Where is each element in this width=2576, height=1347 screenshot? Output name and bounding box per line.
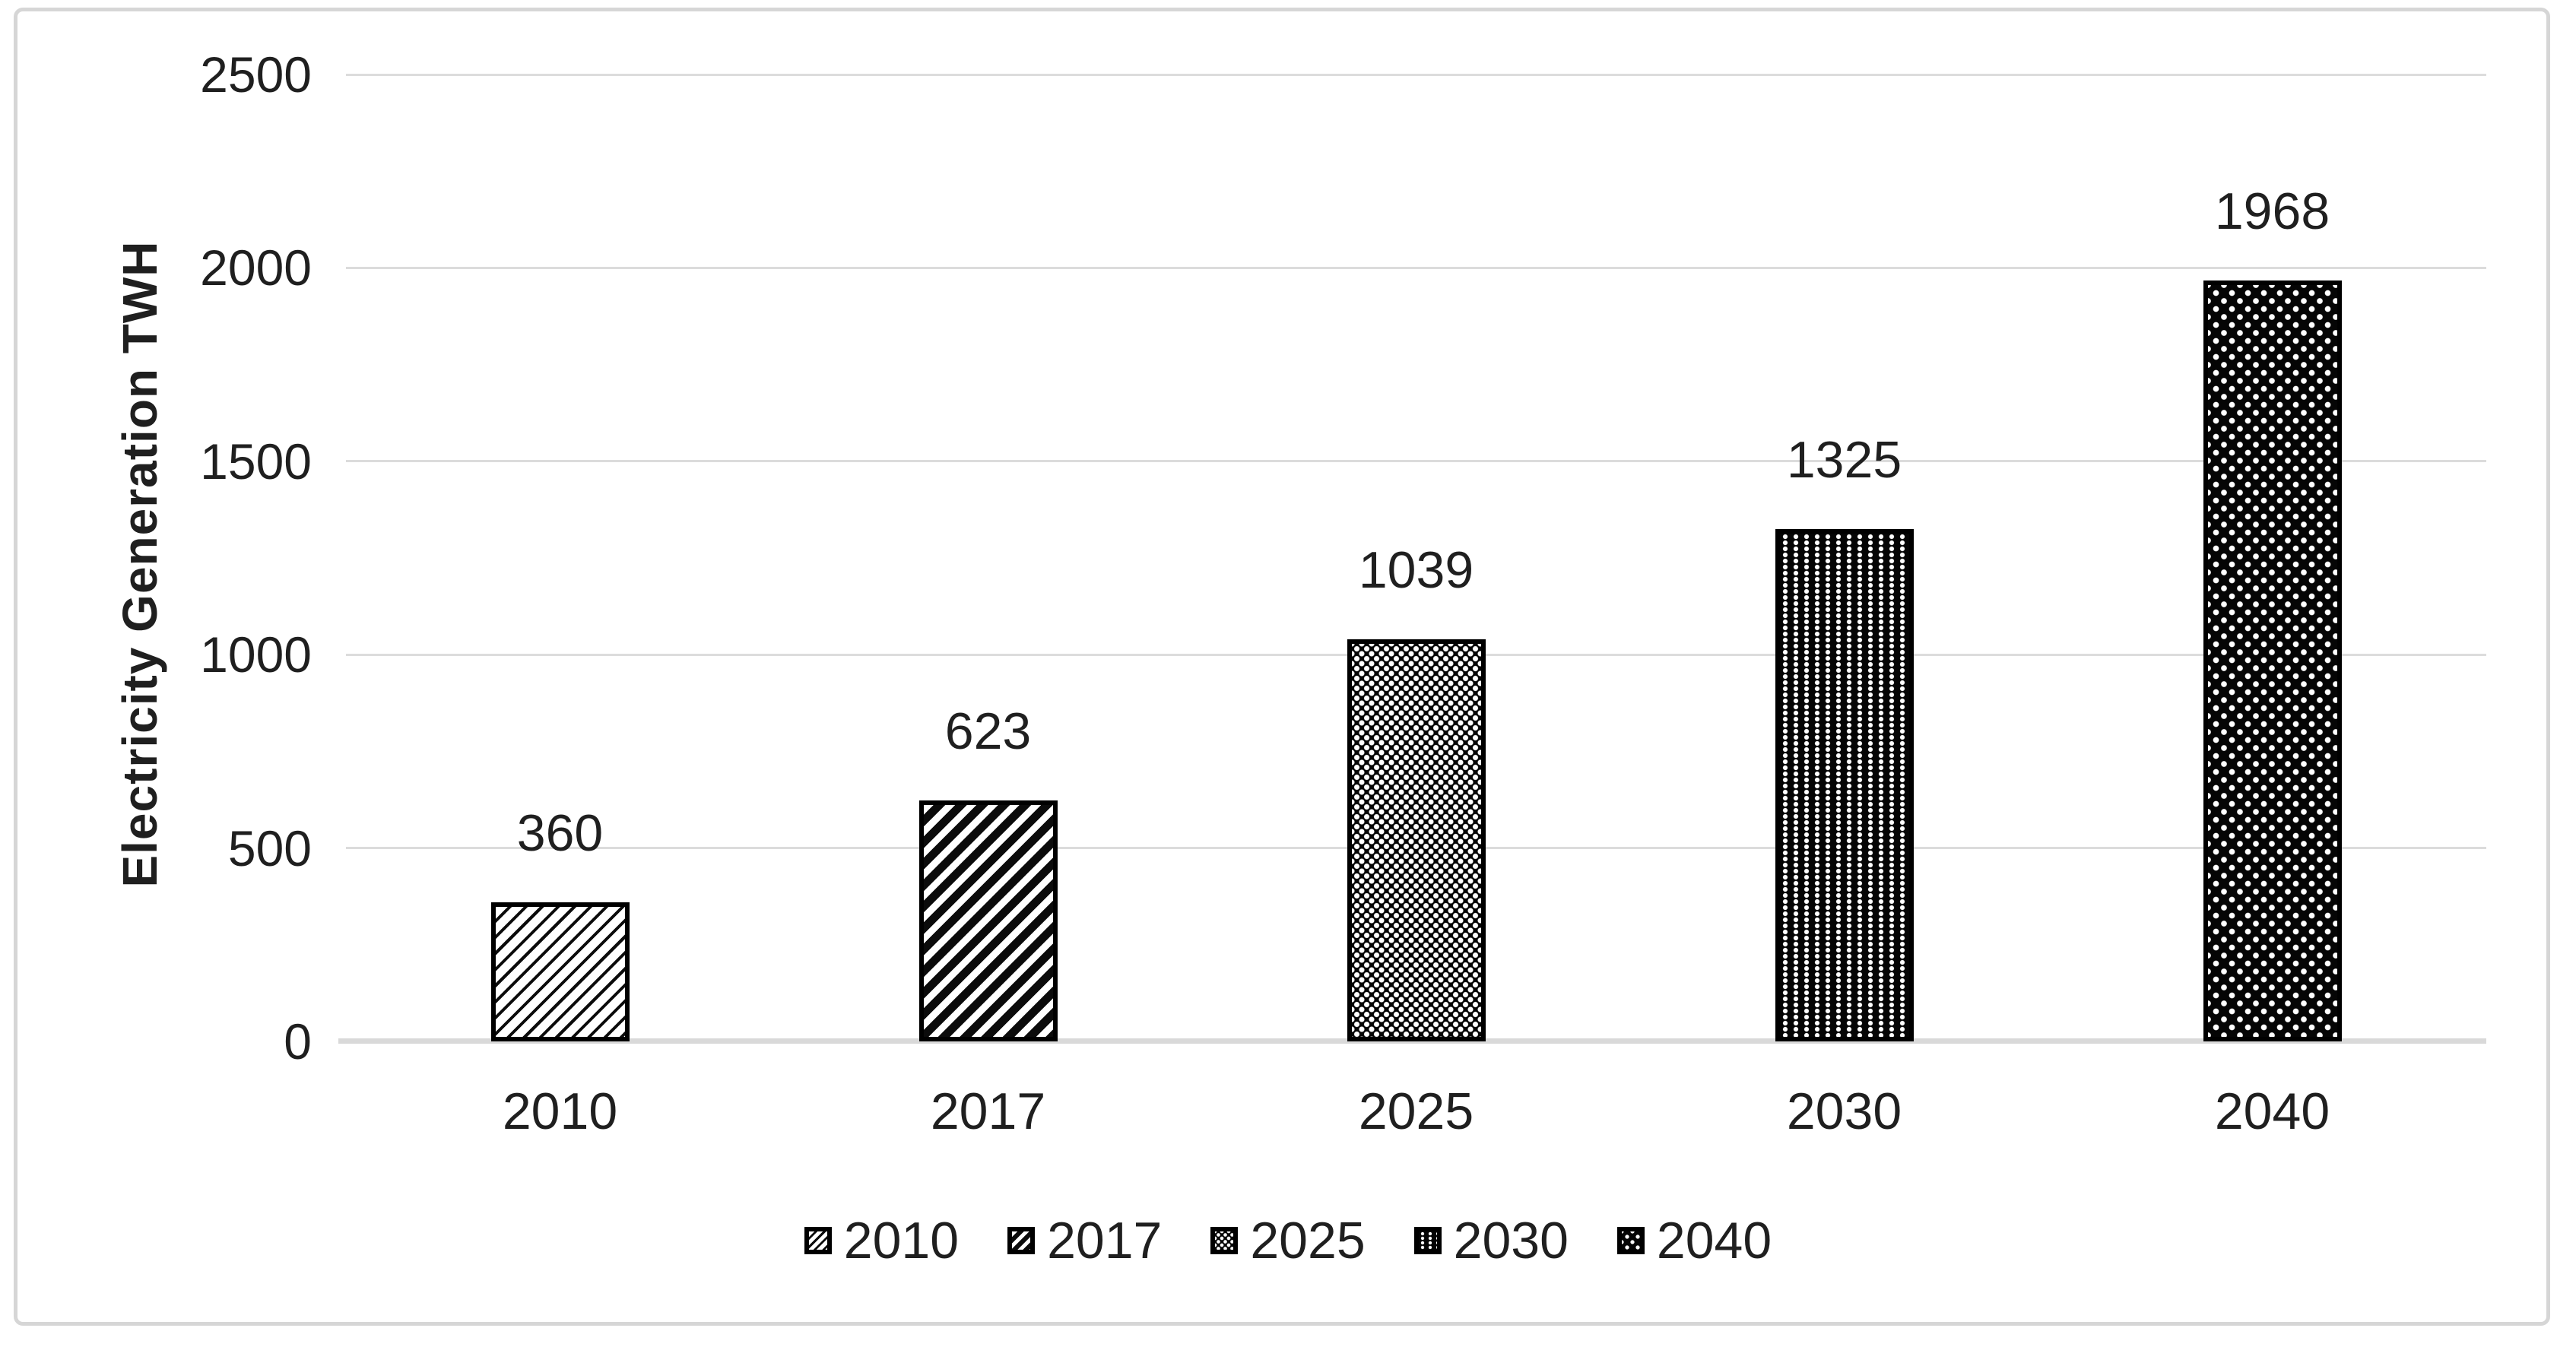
data-label-2010: 360 xyxy=(516,803,604,862)
y-tick-label-0: 0 xyxy=(284,1013,312,1070)
bar-2030 xyxy=(1775,528,1914,1041)
gridline-2000 xyxy=(346,266,2486,269)
x-tick-label-2025: 2025 xyxy=(1358,1082,1474,1140)
bar-2017 xyxy=(918,800,1058,1041)
wide-upward-diagonal-stripes-swatch-icon xyxy=(1007,1227,1036,1254)
y-tick-label-2000: 2000 xyxy=(200,239,312,296)
sparse-diagonal-dots-swatch-icon xyxy=(1616,1227,1645,1254)
light-upward-diagonal-stripes-swatch-icon xyxy=(804,1227,832,1254)
x-tick-label-2040: 2040 xyxy=(2214,1082,2330,1140)
data-label-2025: 1039 xyxy=(1358,541,1474,600)
x-tick-label-2010: 2010 xyxy=(502,1082,618,1140)
legend-label: 2010 xyxy=(843,1212,960,1269)
legend-label: 2025 xyxy=(1250,1212,1366,1269)
y-tick-label-1000: 1000 xyxy=(200,626,312,683)
legend-item-2025: 2025 xyxy=(1210,1212,1366,1269)
bar-2010 xyxy=(490,902,630,1041)
data-label-2017: 623 xyxy=(944,702,1032,761)
y-tick-label-1500: 1500 xyxy=(200,433,312,490)
bar-2025 xyxy=(1347,639,1486,1041)
legend-item-2040: 2040 xyxy=(1616,1212,1772,1269)
x-tick-label-2030: 2030 xyxy=(1786,1082,1902,1140)
legend-label: 2017 xyxy=(1047,1212,1163,1269)
x-tick-label-2017: 2017 xyxy=(930,1082,1046,1140)
y-tick-label-2500: 2500 xyxy=(200,46,312,103)
chart-figure-border xyxy=(14,8,2550,1326)
y-axis-title: Electricity Generation TWH xyxy=(113,240,167,888)
dotted-diamond-weave-swatch-icon xyxy=(1210,1227,1239,1254)
gridline-2500 xyxy=(346,73,2486,76)
data-label-2030: 1325 xyxy=(1786,430,1902,489)
gridline-1500 xyxy=(346,460,2486,463)
bar-2040 xyxy=(2203,280,2342,1041)
chart-legend: 2010 2017 2025 2030 2040 xyxy=(0,1212,2576,1269)
legend-item-2017: 2017 xyxy=(1007,1212,1162,1269)
data-label-2040: 1968 xyxy=(2214,182,2330,240)
y-tick-label-500: 500 xyxy=(227,819,312,876)
legend-item-2030: 2030 xyxy=(1413,1212,1569,1269)
dense-dotted-grid-swatch-icon xyxy=(1413,1227,1442,1254)
legend-label: 2030 xyxy=(1453,1212,1569,1269)
plot-area xyxy=(338,73,2486,1044)
legend-item-2010: 2010 xyxy=(804,1212,959,1269)
legend-label: 2040 xyxy=(1656,1212,1772,1269)
